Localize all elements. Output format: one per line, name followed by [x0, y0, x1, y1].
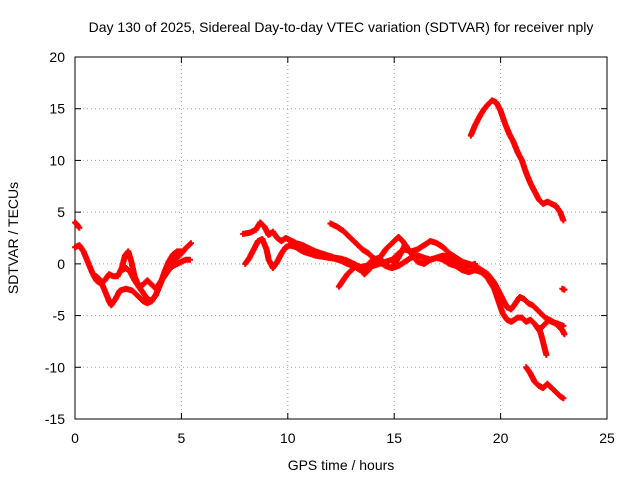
x-tick-label: 20: [493, 430, 509, 446]
x-tick-label: 10: [280, 430, 296, 446]
series-track-f: [242, 236, 568, 338]
chart-title: Day 130 of 2025, Sidereal Day-to-day VTE…: [89, 19, 594, 35]
y-tick-label: -15: [45, 411, 65, 427]
series-markers: [240, 219, 567, 329]
y-tick-label: -10: [45, 359, 65, 375]
y-tick-label: 0: [57, 256, 65, 272]
x-tick-labels: 0 5 10 15 20 25: [71, 430, 615, 446]
y-tick-label: -5: [53, 308, 66, 324]
plot-frame: [74, 56, 608, 420]
axis-ticks: [74, 56, 608, 420]
series-markers: [535, 325, 550, 358]
y-tick-label: 5: [57, 204, 65, 220]
series-markers: [559, 285, 568, 293]
series-track-e: [240, 219, 567, 329]
series-track-d: [118, 256, 193, 292]
y-tick-label: 10: [49, 152, 65, 168]
series-markers: [335, 234, 410, 290]
series-markers: [467, 97, 567, 224]
series-track-h: [335, 234, 410, 290]
x-tick-label: 15: [386, 430, 402, 446]
y-tick-labels: -15 -10 -5 0 5 10 15 20: [45, 49, 65, 427]
y-tick-label: 20: [49, 49, 65, 65]
x-tick-label: 5: [178, 430, 186, 446]
series-track-i: [467, 97, 567, 224]
y-tick-label: 15: [49, 101, 65, 117]
series-markers: [72, 219, 83, 231]
series-track-l: [559, 285, 568, 293]
series-markers: [118, 256, 193, 292]
series-markers: [523, 364, 567, 402]
grid-lines: [75, 57, 607, 419]
y-axis-label: SDTVAR / TECUs: [5, 182, 21, 294]
x-tick-label: 25: [599, 430, 615, 446]
data-points: [72, 97, 568, 402]
x-axis-label: GPS time / hours: [288, 457, 395, 473]
series-track-k: [535, 325, 550, 358]
x-tick-label: 0: [71, 430, 79, 446]
series-track-a: [72, 219, 83, 231]
series-track-j: [523, 364, 567, 402]
series-markers: [242, 236, 568, 338]
